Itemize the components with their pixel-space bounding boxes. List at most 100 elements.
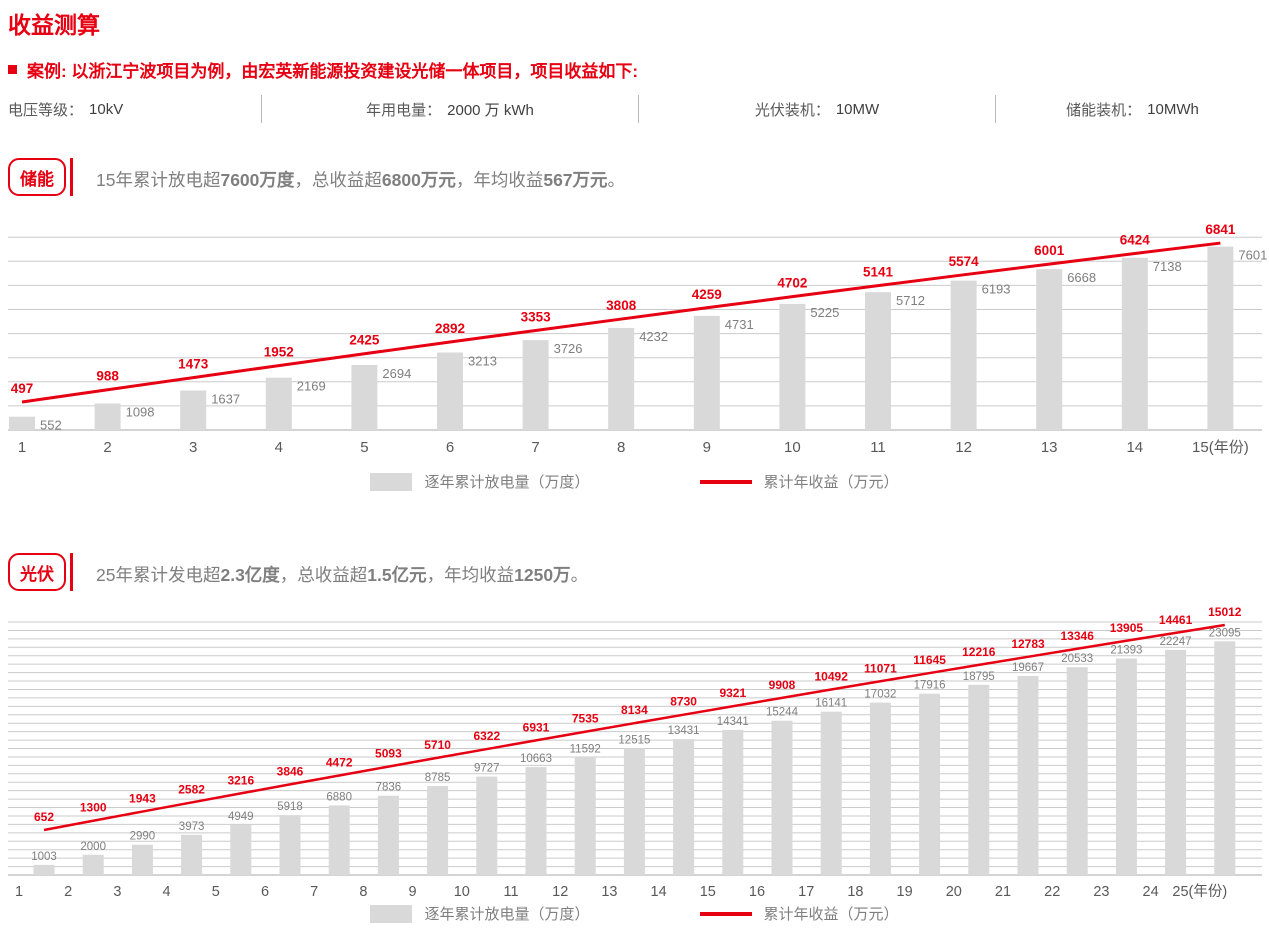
bar [1207, 246, 1234, 430]
bar [771, 720, 793, 875]
spec-label: 储能装机： [1066, 101, 1142, 119]
bar-value-label: 2694 [382, 366, 411, 381]
bar-value-label: 18795 [963, 671, 995, 683]
project-spec-strip: 电压等级： 10kV 年用电量： 2000 万 kWh 光伏装机： 10MW 储… [0, 92, 1269, 126]
x-tick-label: 9 [703, 439, 711, 456]
headline-segment: ，总收益超 [279, 565, 368, 585]
headline-segment: 。 [607, 170, 626, 190]
line-value-label: 4702 [777, 276, 807, 291]
bar [820, 711, 842, 875]
page-title: 收益测算 [8, 12, 100, 38]
line-value-label: 14461 [1159, 613, 1193, 627]
x-tick-label: 11 [870, 439, 886, 456]
headline-segment: ，年均收益 [455, 170, 544, 190]
spec-value: 10MW [835, 100, 880, 118]
spec-storage-capacity: 储能装机： 10MWh [996, 95, 1269, 123]
line-series [43, 623, 1225, 832]
line-value-label: 3808 [606, 298, 637, 313]
x-tick-label: 1 [15, 884, 23, 900]
bar-value-label: 6880 [326, 791, 352, 803]
headline-segment: ，年均收益 [426, 565, 515, 585]
bar-value-label: 7601 [1238, 248, 1267, 263]
line-value-label: 13905 [1110, 621, 1144, 635]
bar-value-label: 23095 [1209, 627, 1241, 639]
line-value-label: 8730 [670, 695, 697, 709]
line-value-label: 1952 [264, 345, 294, 360]
bar-value-label: 552 [40, 418, 62, 433]
bar [94, 403, 121, 430]
pv-chart: 1003200029903973494959186880783687859727… [8, 605, 1262, 900]
storage-chart-legend: 逐年累计放电量（万度） 累计年收益（万元） [0, 471, 1269, 492]
line-value-label: 12216 [962, 645, 996, 659]
bar-value-label: 16141 [815, 698, 847, 710]
x-tick-label: 10 [454, 884, 470, 900]
line-value-label: 497 [11, 381, 34, 396]
bar [722, 729, 744, 875]
x-tick-label: 15(年份) [1192, 439, 1249, 456]
line-value-label: 7535 [572, 712, 599, 726]
x-tick-label: 25(年份) [1172, 883, 1227, 900]
x-tick-label: 12 [552, 884, 568, 900]
line-value-label: 12783 [1011, 637, 1045, 651]
x-tick-label: 18 [847, 884, 863, 900]
line-value-label: 3846 [277, 764, 304, 778]
spec-value: 10MWh [1147, 100, 1199, 118]
spec-value: 10kV [89, 100, 124, 118]
x-tick-label: 5 [212, 884, 220, 900]
x-tick-label: 14 [1126, 439, 1143, 456]
headline-segment: 25年累计发电超 [96, 565, 221, 585]
line-value-label: 6001 [1034, 243, 1065, 258]
bar [525, 767, 547, 875]
bar-value-label: 4949 [228, 811, 254, 823]
bar-value-label: 3726 [554, 341, 583, 356]
line-value-label: 652 [34, 810, 54, 824]
bar-value-label: 11592 [570, 744, 601, 756]
bar [950, 280, 977, 430]
line-swatch-icon [699, 911, 752, 916]
bar-value-label: 17032 [864, 689, 896, 701]
bar [9, 416, 35, 430]
x-tick-label: 7 [310, 884, 318, 900]
x-tick-label: 2 [103, 439, 111, 456]
line-value-label: 15012 [1208, 605, 1242, 619]
headline-segment: 567万元 [543, 170, 608, 190]
legend-label: 累计年收益（万元） [763, 474, 899, 491]
line-value-label: 988 [96, 369, 119, 384]
bar [869, 702, 891, 875]
bar [279, 815, 301, 875]
x-tick-label: 23 [1093, 884, 1109, 900]
x-tick-label: 12 [955, 439, 972, 456]
line-value-label: 2582 [178, 782, 205, 796]
bar-value-label: 5918 [277, 801, 303, 813]
bar [919, 693, 941, 875]
spec-annual-consumption: 年用电量： 2000 万 kWh [262, 95, 639, 123]
x-tick-label: 13 [601, 884, 617, 900]
headline-segment: 1.5亿元 [367, 565, 427, 585]
legend-label: 逐年累计放电量（万度） [424, 906, 590, 923]
bar-swatch-icon [370, 472, 413, 491]
bar [1066, 667, 1088, 875]
bar [779, 303, 806, 430]
headline-segment: 15年累计放电超 [96, 170, 221, 190]
bar-value-label: 12515 [618, 734, 650, 746]
x-tick-label: 6 [261, 884, 269, 900]
bar [1115, 658, 1137, 875]
x-tick-label: 13 [1041, 439, 1058, 456]
line-value-label: 2892 [435, 321, 465, 336]
x-tick-label: 2 [64, 884, 72, 900]
x-tick-label: 4 [163, 884, 171, 900]
line-value-label: 6424 [1120, 233, 1151, 248]
headline-segment: 2.3亿度 [220, 565, 280, 585]
bullet-square-icon [8, 65, 17, 74]
line-value-label: 4472 [326, 755, 353, 769]
bar [181, 834, 203, 875]
line-value-label: 1300 [80, 801, 107, 815]
x-tick-label: 7 [531, 439, 539, 456]
line-value-label: 5093 [375, 747, 402, 761]
bar-value-label: 2000 [80, 841, 106, 853]
pv-badge-divider [70, 553, 73, 591]
x-tick-label: 10 [784, 439, 801, 456]
line-value-label: 2425 [349, 333, 380, 348]
bar-value-label: 8785 [425, 772, 451, 784]
bar-value-label: 5225 [810, 305, 839, 320]
